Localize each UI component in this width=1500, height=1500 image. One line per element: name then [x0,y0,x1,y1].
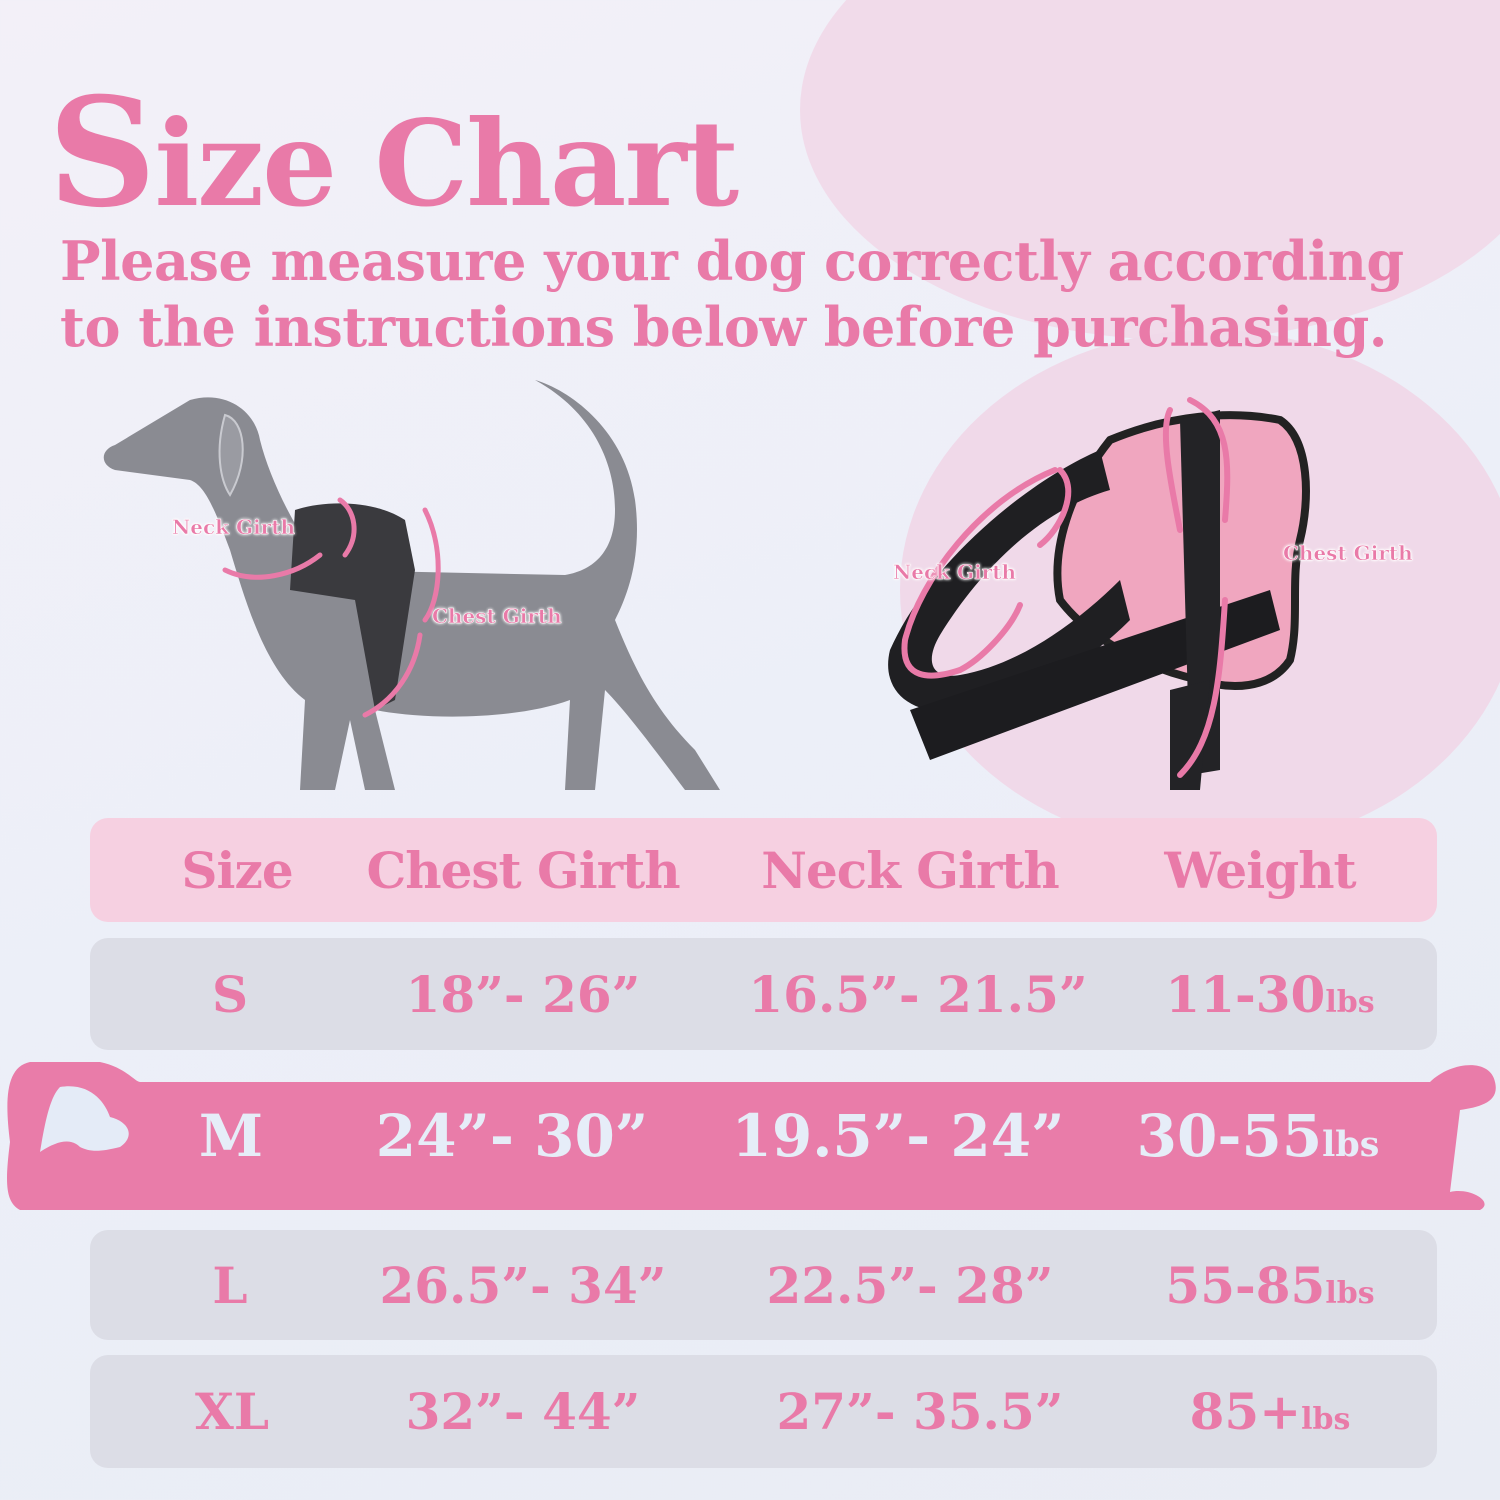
chest-cell: 32”- 44” [405,1382,641,1441]
title-rest: ize Chart [154,94,739,233]
chest-cell: 24”- 30” [375,1102,649,1170]
harness-chest-girth-label: Chest Girth [1283,541,1413,566]
table-row: XL 32”- 44” 27”- 35.5” 85+lbs [90,1355,1437,1468]
chest-cell: 18”- 26” [405,964,641,1024]
weight-value: 11-30 [1165,964,1326,1024]
subtitle: Please measure your dog correctly accord… [60,229,1404,359]
weight-value: 85+ [1189,1382,1302,1441]
neck-cell: 16.5”- 21.5” [748,964,1088,1024]
dog-chest-girth-label: Chest Girth [432,604,562,629]
weight-value: 55-85 [1165,1255,1326,1315]
header-weight: Weight [1164,840,1356,900]
weight-unit: lbs [1301,1402,1351,1437]
highlight-banner [7,1062,1496,1210]
weight-cell: 55-85lbs [1165,1256,1374,1315]
weight-cell: 30-55lbs [1137,1102,1380,1170]
header-chest-girth: Chest Girth [366,840,680,900]
harness-illustration [888,397,1310,790]
table-header-row: Size Chest Girth Neck Girth Weight [90,818,1437,922]
weight-unit: lbs [1325,984,1375,1020]
weight-cell: 11-30lbs [1165,965,1374,1024]
size-cell: M [198,1102,264,1170]
weight-value: 30-55 [1136,1102,1323,1170]
neck-cell: 22.5”- 28” [766,1255,1054,1315]
header-neck-girth: Neck Girth [761,840,1059,900]
neck-cell: 19.5”- 24” [731,1102,1065,1170]
page-title: Size Chart [48,78,739,228]
table-row: L 26.5”- 34” 22.5”- 28” 55-85lbs [90,1230,1437,1340]
harness-neck-girth-label: Neck Girth [893,560,1017,585]
dog-neck-girth-label: Neck Girth [172,515,296,540]
size-cell: XL [195,1382,269,1441]
size-cell: S [211,964,249,1024]
neck-cell: 27”- 35.5” [776,1382,1064,1441]
title-initial: S [48,65,156,241]
weight-cell: 85+lbs [1190,1382,1351,1441]
dog-illustration [103,380,720,790]
size-cell: L [212,1255,248,1315]
chest-cell: 26.5”- 34” [379,1255,667,1315]
header-size: Size [181,840,293,900]
weight-unit: lbs [1322,1124,1380,1165]
table-row: S 18”- 26” 16.5”- 21.5” 11-30lbs [90,938,1437,1050]
weight-unit: lbs [1325,1275,1375,1311]
table-row-highlighted: M 24”- 30” 19.5”- 24” 30-55lbs [0,1062,1500,1210]
